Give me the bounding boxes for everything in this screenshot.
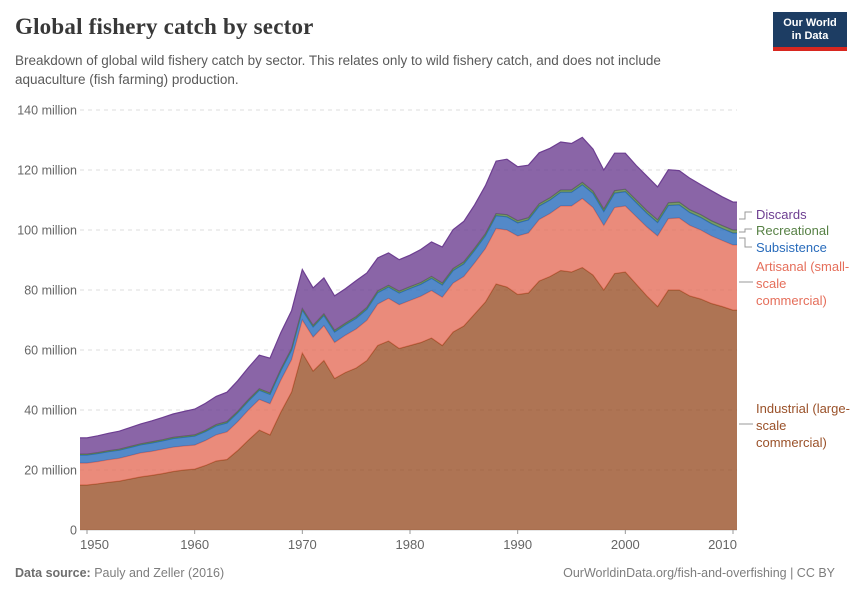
legend-connectors — [739, 211, 753, 425]
attribution-link[interactable]: OurWorldinData.org/fish-and-overfishing … — [563, 566, 835, 580]
data-source-value: Pauly and Zeller (2016) — [90, 566, 225, 580]
legend-item-recreational[interactable]: Recreational — [756, 223, 829, 238]
owid-logo-line1: Our World — [783, 16, 837, 29]
page-subtitle: Breakdown of global wild fishery catch b… — [15, 53, 661, 87]
y-tick-label: 40 million — [24, 404, 77, 418]
owid-logo[interactable]: Our World in Data — [773, 12, 847, 51]
x-tick-label: 1960 — [180, 537, 209, 552]
area-subsistence[interactable] — [80, 184, 737, 464]
area-discards[interactable] — [80, 137, 737, 455]
y-tick-label: 0 — [70, 524, 77, 538]
legend-item-subsistence[interactable]: Subsistence — [756, 240, 827, 255]
y-tick-label: 100 million — [17, 224, 77, 238]
data-source: Data source: Pauly and Zeller (2016) — [15, 566, 224, 580]
legend-item-artisanal[interactable]: Artisanal (small-scale commercial) — [756, 259, 850, 308]
x-tick-label: 2010 — [708, 537, 737, 552]
x-tick-label: 1950 — [80, 537, 109, 552]
owid-logo-line2: in Data — [791, 29, 829, 42]
legend-connector-subsistence — [739, 237, 752, 248]
y-tick-label: 120 million — [17, 164, 77, 178]
area-artisanal[interactable] — [80, 198, 737, 486]
x-tick-label: 1990 — [503, 537, 532, 552]
x-tick-label: 1980 — [396, 537, 425, 552]
data-source-label: Data source: — [15, 566, 91, 580]
x-tick-label: 2000 — [611, 537, 640, 552]
y-tick-label: 60 million — [24, 344, 77, 358]
y-tick-label: 140 million — [17, 104, 77, 118]
footer: Data source: Pauly and Zeller (2016) Our… — [0, 566, 850, 580]
x-tick-label: 1970 — [288, 537, 317, 552]
legend-item-industrial[interactable]: Industrial (large-scale commercial) — [756, 401, 850, 450]
area-industrial[interactable] — [80, 267, 737, 531]
y-tick-label: 80 million — [24, 284, 77, 298]
legend-connector-recreational — [739, 228, 752, 233]
stacked-areas — [80, 136, 737, 531]
y-tick-label: 20 million — [24, 464, 77, 478]
legend-connector-discards — [739, 211, 752, 220]
legend-item-discards[interactable]: Discards — [756, 207, 807, 222]
page-title: Global fishery catch by sector — [15, 14, 314, 39]
axis-labels: 0 20 million 40 million 60 million 80 millio… — [17, 104, 737, 553]
